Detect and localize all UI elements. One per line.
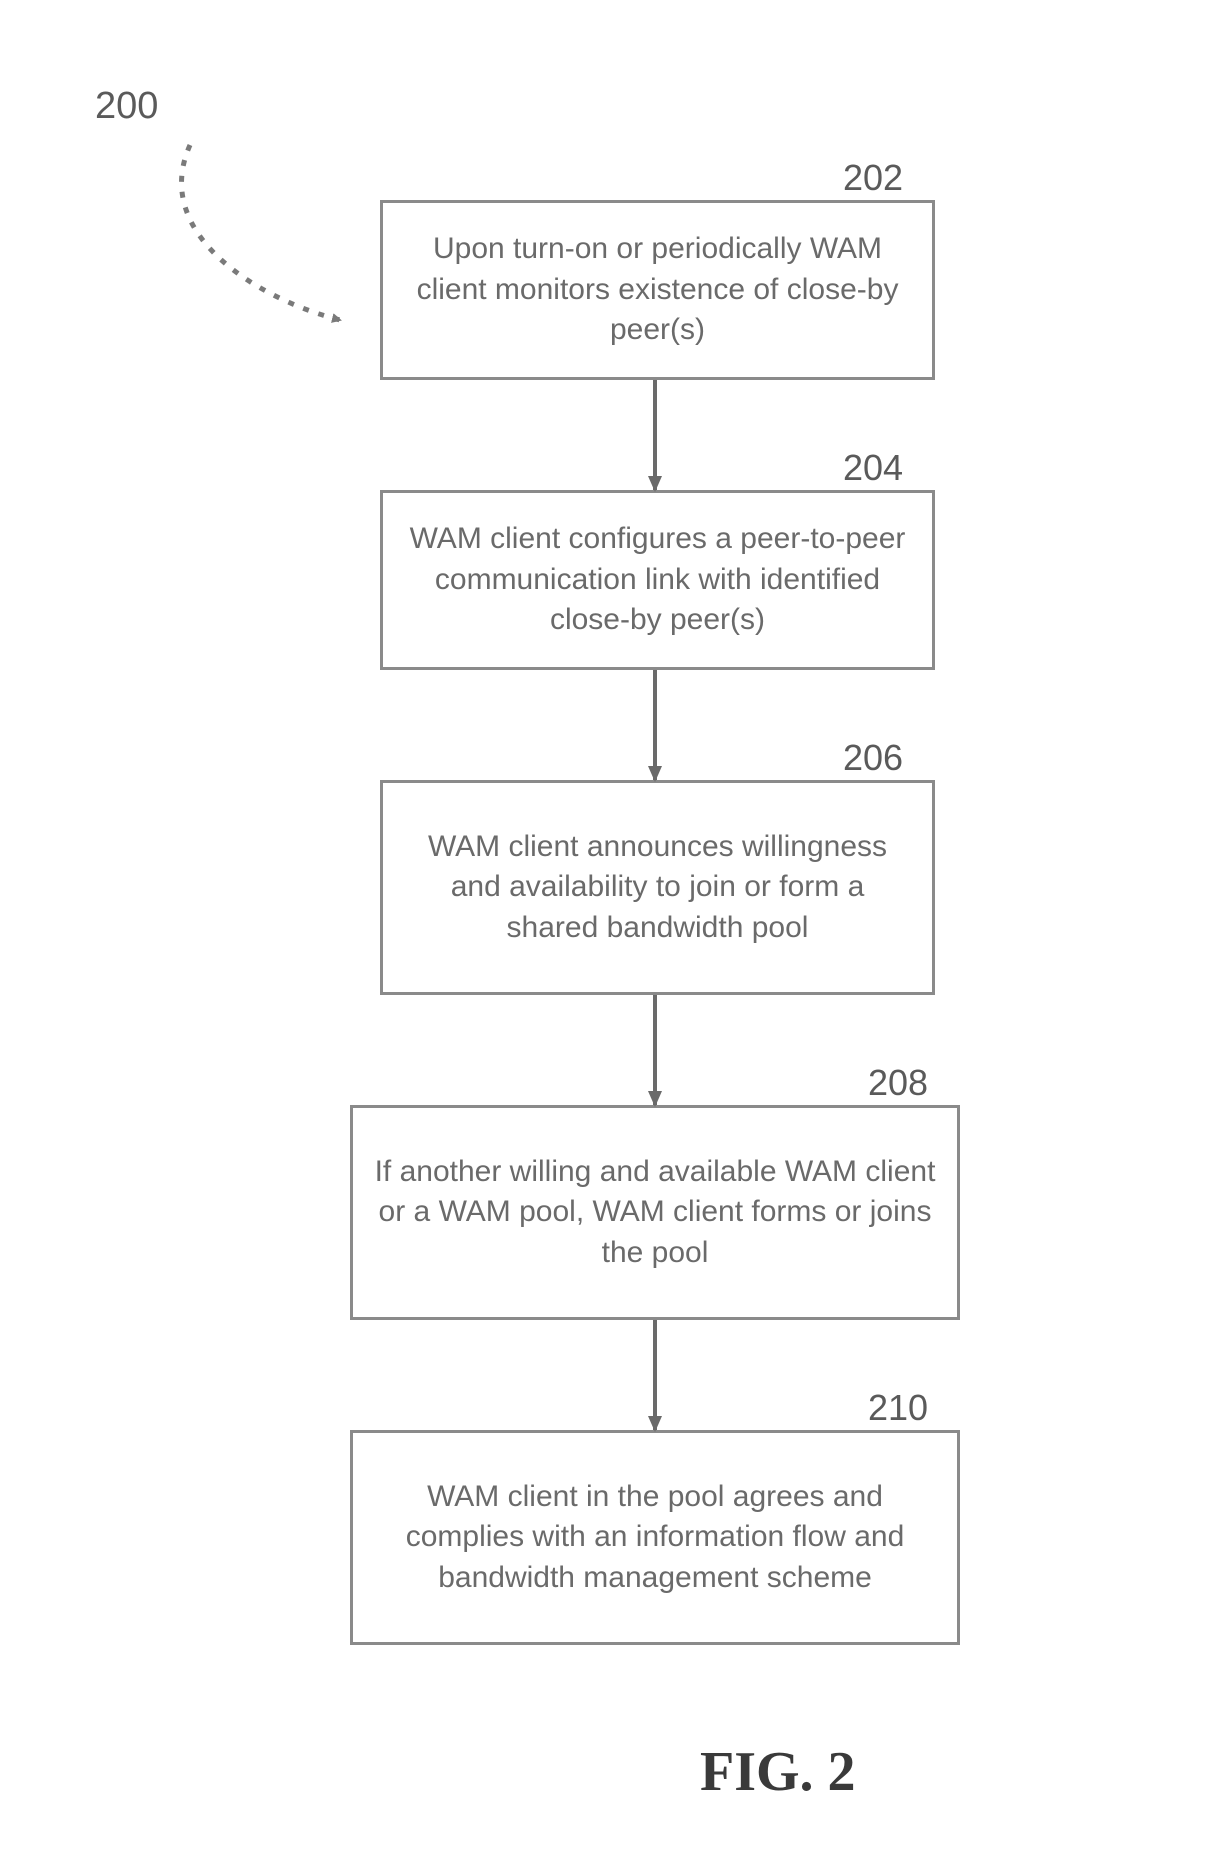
figure-title: FIG. 2	[700, 1740, 856, 1804]
flow-box-text: If another willing and available WAM cli…	[373, 1152, 937, 1274]
flow-box-label-204: 204	[843, 447, 903, 489]
flow-box-208: If another willing and available WAM cli…	[350, 1105, 960, 1320]
flow-box-202: Upon turn-on or periodically WAM client …	[380, 200, 935, 380]
flow-box-label-206: 206	[843, 737, 903, 779]
flow-box-206: WAM client announces willingness and ava…	[380, 780, 935, 995]
flow-box-text: WAM client configures a peer-to-peer com…	[403, 519, 912, 641]
flow-box-label-210: 210	[868, 1387, 928, 1429]
flow-box-label-208: 208	[868, 1062, 928, 1104]
flow-box-204: WAM client configures a peer-to-peer com…	[380, 490, 935, 670]
flow-box-text: WAM client announces willingness and ava…	[403, 827, 912, 949]
flow-box-210: WAM client in the pool agrees and compli…	[350, 1430, 960, 1645]
flow-box-label-202: 202	[843, 157, 903, 199]
flow-box-text: Upon turn-on or periodically WAM client …	[403, 229, 912, 351]
flow-box-text: WAM client in the pool agrees and compli…	[373, 1477, 937, 1599]
